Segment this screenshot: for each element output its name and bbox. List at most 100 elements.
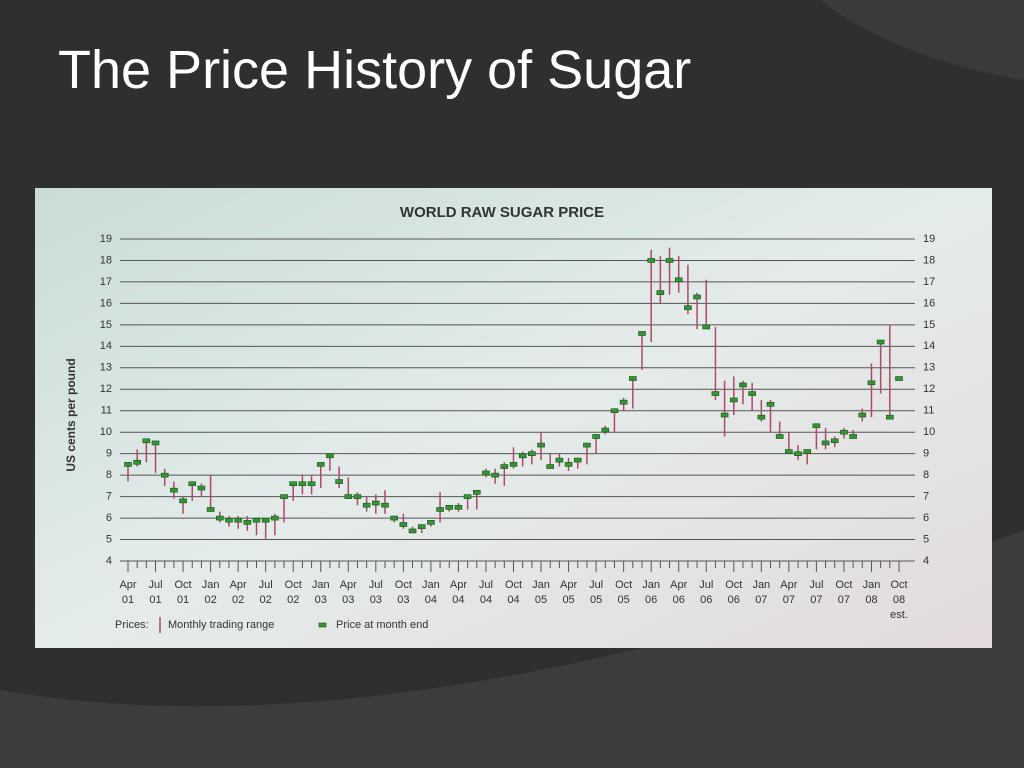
decor-shape: [0, 530, 1024, 768]
month-end-price: [454, 505, 463, 510]
y-tick-label-right: 9: [923, 448, 929, 460]
y-tick-label: 5: [106, 533, 112, 545]
y-tick-label: 14: [100, 340, 112, 352]
month-end-price: [124, 462, 132, 467]
month-end-price: [326, 453, 334, 459]
y-tick-label: 7: [106, 491, 112, 503]
plot: 4 4 5 5 6 6 7 7 8 8 9 9 10 10 11 11 12 12 13 13 14 14 15 15 16 16…: [100, 233, 935, 633]
month-end-price: [206, 507, 215, 512]
month-end-price: [830, 438, 839, 444]
month-end-price: [684, 305, 692, 310]
month-end-price: [436, 507, 444, 512]
legend-swatch: [318, 622, 327, 628]
x-tick-label: Apr 05: [560, 579, 577, 606]
month-end-price: [886, 414, 894, 420]
month-end-price: [427, 520, 435, 525]
month-end-price: [390, 515, 398, 521]
month-end-price: [583, 442, 591, 448]
month-end-price: [298, 481, 307, 487]
x-tick-label: Jan 02: [202, 579, 220, 606]
month-end-price: [748, 391, 756, 396]
month-end-price: [812, 423, 821, 429]
legend-label: Monthly trading range: [168, 619, 274, 631]
x-tick-label: Apr 06: [670, 579, 687, 606]
x-tick-label: Jul 07: [809, 579, 823, 606]
y-tick-label-right: 12: [923, 383, 935, 395]
month-end-price: [179, 498, 187, 504]
y-tick-label: 11: [101, 405, 112, 417]
x-tick-label: Jan 06: [642, 579, 660, 606]
month-end-price: [537, 442, 545, 448]
month-end-price: [243, 520, 252, 525]
month-end-price: [133, 459, 141, 465]
month-end-price: [399, 522, 408, 527]
x-tick-label: Oct 05: [615, 579, 632, 606]
month-end-price: [472, 490, 481, 495]
y-tick-label-right: 15: [923, 319, 935, 331]
chart-title: WORLD RAW SUGAR PRICE: [400, 204, 604, 221]
month-end-price: [656, 290, 665, 295]
month-end-price: [372, 500, 380, 506]
month-end-price: [170, 487, 178, 493]
x-tick-label: Oct 03: [395, 579, 412, 606]
x-tick-label: Jan 07: [752, 579, 770, 606]
month-end-price: [280, 494, 288, 499]
month-end-price: [794, 451, 802, 456]
month-end-price: [335, 479, 343, 484]
x-tick-label: Oct 08 est.: [890, 579, 908, 621]
x-tick-label: Oct 04: [505, 579, 522, 606]
month-end-price: [445, 505, 454, 510]
month-end-price: [858, 412, 867, 418]
y-tick-label: 13: [100, 362, 112, 374]
month-end-price: [720, 412, 729, 418]
month-end-price: [528, 451, 536, 456]
x-tick-label: Jul 01: [149, 579, 163, 606]
month-end-price: [573, 457, 582, 463]
x-tick-label: Apr 07: [780, 579, 797, 606]
month-end-price: [702, 324, 711, 330]
x-tick-label: Oct 02: [285, 579, 302, 606]
x-tick-label: Oct 06: [725, 579, 742, 606]
y-tick-label-right: 5: [923, 533, 929, 545]
month-end-price: [381, 502, 389, 508]
month-end-price: [638, 331, 646, 336]
month-end-price: [188, 481, 197, 487]
x-tick-label: Jan 04: [422, 579, 440, 606]
y-tick-label-right: 11: [923, 405, 934, 417]
month-end-price: [316, 462, 325, 467]
month-end-price: [601, 427, 610, 433]
x-tick-label: Oct 01: [175, 579, 192, 606]
month-end-price: [408, 528, 417, 534]
x-tick-label: Jan 08: [863, 579, 881, 606]
month-end-price: [353, 494, 362, 499]
y-tick-label: 17: [100, 276, 112, 288]
month-end-price: [362, 502, 371, 508]
y-tick-label-right: 6: [923, 512, 929, 524]
x-tick-label: Jul 03: [369, 579, 383, 606]
y-tick-label-right: 17: [923, 276, 935, 288]
month-end-price: [711, 391, 720, 396]
month-end-price: [215, 515, 224, 521]
month-end-price: [555, 457, 564, 463]
month-end-price: [840, 429, 848, 435]
month-end-price: [665, 258, 674, 263]
y-tick-label-right: 19: [923, 233, 935, 245]
month-end-price: [463, 494, 472, 499]
y-tick-label: 9: [106, 448, 112, 460]
month-end-price: [766, 401, 775, 407]
x-tick-label: Oct 07: [835, 579, 852, 606]
month-end-price: [151, 440, 160, 446]
month-end-price: [197, 485, 206, 491]
month-end-price: [775, 434, 784, 439]
y-tick-label-right: 7: [923, 491, 929, 503]
month-end-price: [234, 517, 242, 523]
month-end-price: [417, 524, 426, 529]
y-tick-label: 10: [100, 426, 112, 438]
x-tick-label: Jul 04: [479, 579, 493, 606]
month-end-price: [867, 380, 876, 386]
y-tick-label-right: 16: [923, 297, 935, 309]
x-tick-label: Jul 02: [259, 579, 273, 606]
month-end-price: [509, 462, 518, 467]
